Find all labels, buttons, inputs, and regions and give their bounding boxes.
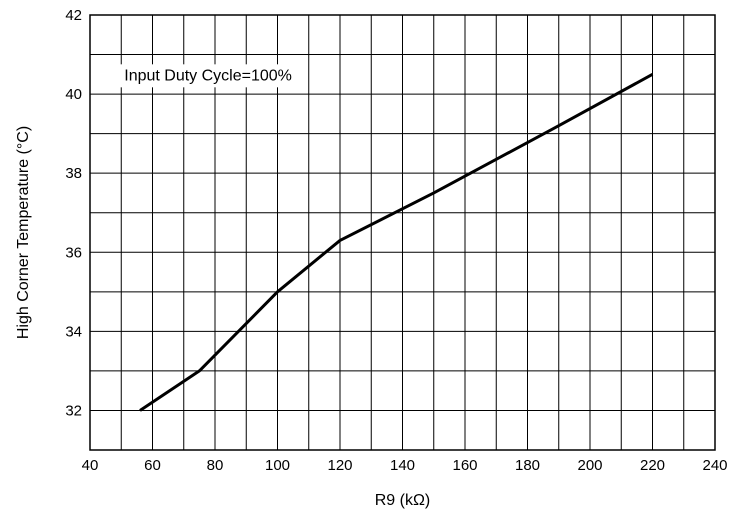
y-tick-label: 36 [65, 244, 82, 261]
x-tick-label: 60 [144, 457, 161, 474]
x-tick-label: 160 [452, 457, 477, 474]
y-tick-label: 40 [65, 86, 82, 103]
y-tick-label: 34 [65, 323, 82, 340]
annotation-background [120, 64, 296, 88]
y-tick-label: 38 [65, 165, 82, 182]
x-tick-label: 220 [640, 457, 665, 474]
annotation-text: Input Duty Cycle=100% [124, 67, 292, 84]
x-tick-label: 80 [207, 457, 224, 474]
y-tick-label: 42 [65, 7, 82, 24]
grid [89, 14, 716, 451]
series-line [139, 73, 654, 412]
x-axis-label: R9 (kΩ) [375, 492, 431, 509]
x-tick-label: 200 [577, 457, 602, 474]
y-axis-label: High Corner Temperature (°C) [15, 126, 32, 339]
x-tick-label: 120 [327, 457, 352, 474]
x-tick-label: 100 [265, 457, 290, 474]
tick-labels: 40 60 80 100 120 140 160 180 200 220 240 32 34 36 38 40… [65, 7, 727, 474]
x-tick-label: 140 [390, 457, 415, 474]
series [139, 73, 654, 412]
x-tick-label: 40 [82, 457, 99, 474]
x-tick-label: 180 [515, 457, 540, 474]
plot-frame [89, 14, 716, 451]
y-tick-label: 32 [65, 402, 82, 419]
x-tick-label: 240 [702, 457, 727, 474]
